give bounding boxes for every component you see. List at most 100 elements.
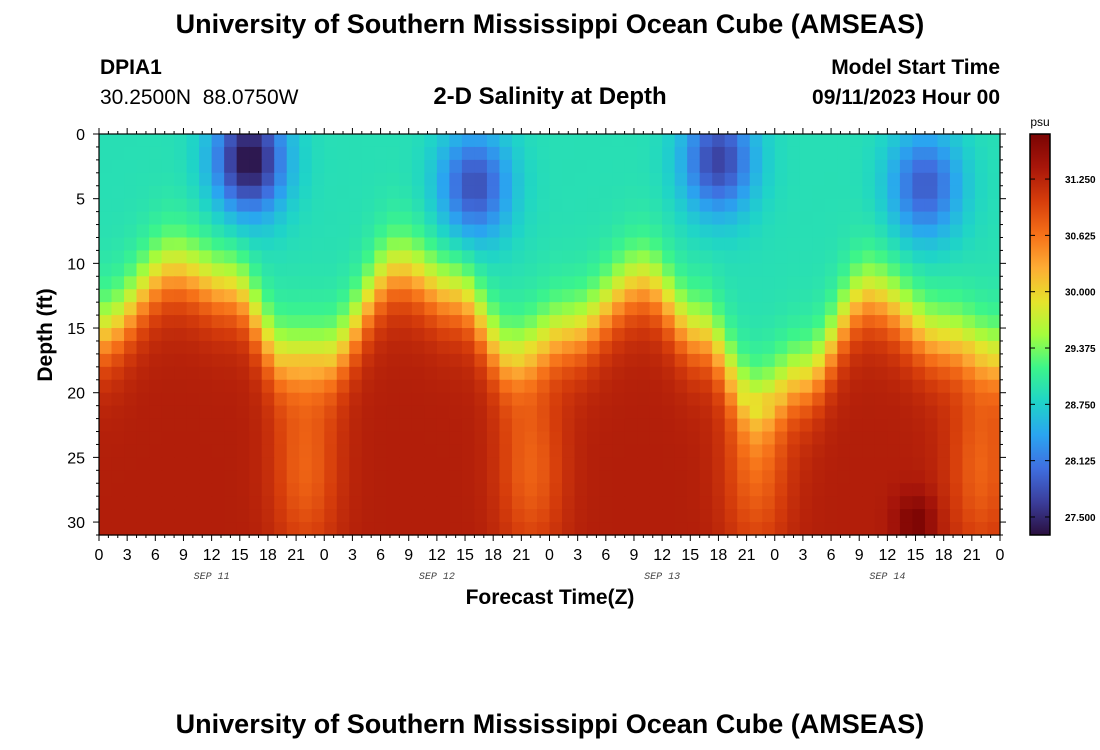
heatmap-cell [649,276,663,290]
heatmap-cell [562,134,576,148]
heatmap-cell [299,509,313,523]
heatmap-cell [837,159,851,174]
heatmap-cell [787,366,801,381]
heatmap-cell [136,522,150,536]
heatmap-cell [199,522,213,536]
heatmap-cell [662,250,676,264]
heatmap-cell [874,211,888,226]
heatmap-cell [474,483,488,497]
heatmap-cell [274,237,288,252]
heatmap-cell [749,431,763,446]
heatmap-cell [186,496,200,510]
heatmap-cell [899,159,913,174]
heatmap-cell [311,315,325,329]
heatmap-cell [962,224,976,239]
heatmap-cell [862,418,876,433]
heatmap-cell [674,172,688,187]
heatmap-cell [211,431,225,446]
heatmap-cell [837,418,851,433]
heatmap-cell [987,444,1001,458]
heatmap-cell [787,509,801,523]
heatmap-cell [149,134,163,148]
heatmap-cell [186,289,200,303]
heatmap-cell [837,237,851,252]
heatmap-cell [224,172,238,187]
heatmap-cell [637,340,651,355]
heatmap-cell [587,134,601,148]
heatmap-cell [374,418,388,433]
heatmap-cell [261,237,275,252]
heatmap-cell [799,276,813,290]
heatmap-cell [174,159,188,174]
heatmap-cell [549,418,563,433]
heatmap-cell [837,198,851,213]
heatmap-cell [949,392,964,407]
heatmap-cell [324,224,338,239]
heatmap-cell [762,379,776,394]
chart-subtitle: 2-D Salinity at Depth [433,83,667,110]
heatmap-cell [824,496,838,510]
heatmap-cell [411,405,425,420]
heatmap-cell [286,146,300,161]
heatmap-cell [249,470,263,484]
heatmap-cell [274,379,288,394]
heatmap-cell [299,496,313,510]
heatmap-cell [236,431,250,446]
heatmap-cell [574,263,588,277]
heatmap-cell [749,159,763,174]
heatmap-cell [361,483,375,497]
heatmap-cell [787,263,801,277]
heatmap-cell [574,185,588,200]
heatmap-cell [562,237,576,252]
heatmap-cell [787,457,801,471]
heatmap-cell [486,224,501,239]
heatmap-cell [987,250,1001,264]
heatmap-cell [762,159,776,174]
heatmap-cell [837,470,851,484]
heatmap-cell [974,146,989,161]
heatmap-cell [574,379,588,394]
heatmap-cell [174,302,188,316]
heatmap-cell [849,470,863,484]
heatmap-cell [186,315,200,329]
heatmap-cell [737,379,751,394]
heatmap-cell [374,146,388,161]
heatmap-cell [712,405,726,420]
heatmap-cell [587,522,601,536]
heatmap-cell [311,224,325,239]
heatmap-cell [374,172,388,187]
heatmap-cell [937,146,951,161]
heatmap-cell [474,496,488,510]
heatmap-cell [274,172,288,187]
heatmap-cell [649,146,663,161]
heatmap-cell [411,250,425,264]
heatmap-cell [787,328,801,342]
heatmap-cell [649,224,663,239]
heatmap-cell [236,159,250,174]
heatmap-cell [674,483,688,497]
heatmap-cell [286,392,300,407]
heatmap-cell [224,237,238,252]
heatmap-cell [161,237,175,252]
heatmap-cell [724,328,738,342]
heatmap-cell [449,302,463,316]
heatmap-cell [349,522,363,536]
heatmap-cell [887,198,901,213]
heatmap-cell [136,159,150,174]
heatmap-cell [899,470,913,484]
heatmap-cell [474,224,488,239]
heatmap-cell [974,250,989,264]
heatmap-cell [987,146,1001,161]
heatmap-cell [286,224,300,239]
heatmap-cell [687,263,701,277]
heatmap-cell [336,224,350,239]
heatmap-cell [562,315,576,329]
heatmap-cell [349,250,363,264]
heatmap-cell [824,522,838,536]
heatmap-cell [474,392,488,407]
heatmap-cell [236,198,250,213]
heatmap-cell [261,159,275,174]
heatmap-cell [687,250,701,264]
heatmap-cell [812,405,826,420]
heatmap-cell [862,379,876,394]
